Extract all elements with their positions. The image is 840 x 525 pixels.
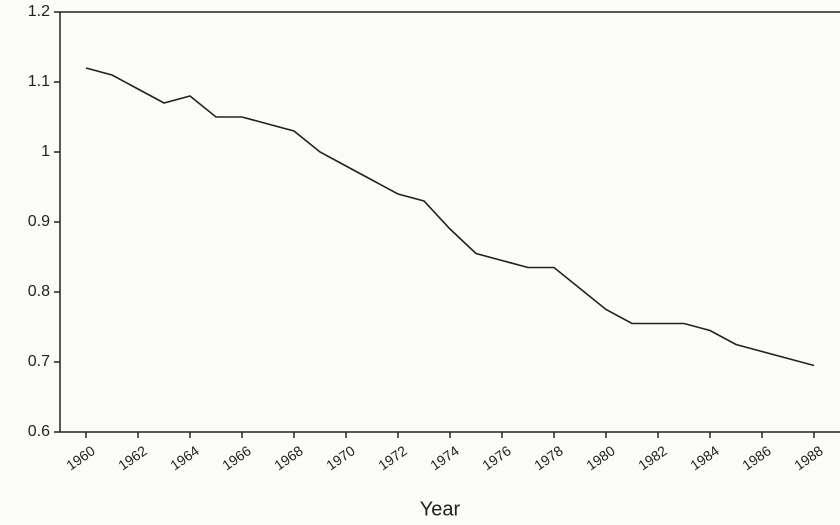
x-tick-label: 1970	[323, 442, 358, 473]
y-tick-label: 1.2	[28, 3, 50, 20]
x-tick-label: 1966	[219, 442, 254, 473]
x-tick-label: 1980	[583, 442, 618, 473]
data-line	[85, 67, 815, 367]
x-tick-label: 1988	[791, 442, 826, 473]
x-axis-label: Year	[420, 498, 461, 520]
x-tick-label: 1976	[479, 442, 514, 473]
x-tick-label: 1964	[167, 442, 202, 473]
y-tick-label: 0.7	[28, 353, 50, 370]
y-tick-label: 0.9	[28, 213, 50, 230]
x-tick-label: 1968	[271, 442, 306, 473]
x-tick-label: 1986	[739, 442, 774, 473]
x-tick-label: 1982	[635, 442, 670, 473]
y-tick-label: 1	[41, 143, 50, 160]
x-tick-label: 1972	[375, 442, 410, 473]
x-tick-label: 1962	[115, 442, 150, 473]
x-tick-label: 1960	[63, 442, 98, 473]
x-tick-label: 1984	[687, 442, 722, 473]
y-tick-label: 0.6	[28, 423, 50, 440]
y-tick-label: 0.8	[28, 283, 50, 300]
x-tick-label: 1974	[427, 442, 462, 473]
x-tick-label: 1978	[531, 442, 566, 473]
y-tick-label: 1.1	[28, 73, 50, 90]
